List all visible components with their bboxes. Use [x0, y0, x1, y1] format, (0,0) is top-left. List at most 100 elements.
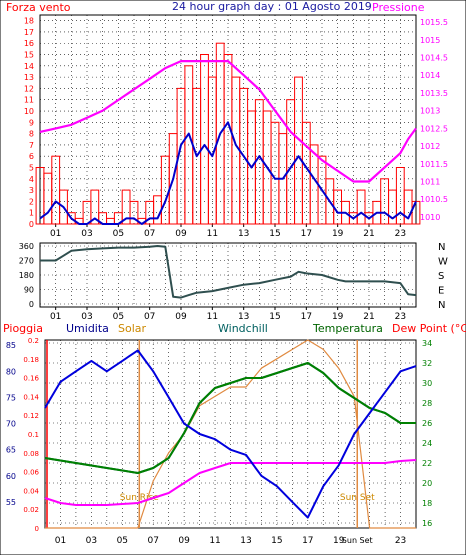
wind-tick-label: 4	[29, 175, 34, 184]
temp-tick-label: 26	[422, 419, 432, 428]
x-tick-label: 15	[269, 312, 280, 322]
temp-tick-label: 28	[422, 399, 432, 408]
wind-axis-label: Forza vento	[6, 1, 71, 14]
rain-tick-label: 0.1	[28, 431, 39, 439]
x-tick-label: 07	[144, 312, 155, 322]
pressure-tick-label: 1013.5	[420, 89, 448, 98]
x-tick-label: 03	[86, 536, 97, 546]
wind-average-line	[39, 121, 417, 225]
chart-title: 24 hour graph day : 01 Agosto 2019	[172, 0, 372, 13]
direction-tick-label: 90	[24, 286, 34, 295]
compass-label: N	[438, 300, 445, 311]
rain-header-label: Pioggia	[3, 322, 43, 335]
x-tick-label: 09	[175, 229, 187, 239]
temp-tick-label: 24	[422, 439, 432, 448]
x-tick-label: 23	[395, 312, 406, 322]
wind-tick-label: 0	[29, 220, 34, 229]
wind-gust-bar	[129, 200, 139, 225]
wind-tick-label: 13	[24, 73, 34, 82]
wind-tick-label: 14	[24, 62, 34, 71]
rain-tick-label: 0.18	[23, 356, 39, 364]
pressure-tick-label: 1012	[420, 142, 440, 151]
humidity-tick-label: 70	[6, 420, 16, 429]
pressure-tick-label: 1013	[420, 107, 440, 116]
x-tick-label: 03	[81, 312, 92, 322]
x-tick-label: 13	[238, 312, 249, 322]
pressure-axis-label: Pressione	[372, 1, 425, 14]
wind-tick-label: 11	[24, 96, 34, 105]
x-tick-label: 05	[117, 536, 128, 546]
direction-tick-label: 180	[19, 271, 34, 280]
rain-tick-label: 0.16	[23, 375, 39, 383]
x-tick-label: 21	[363, 312, 374, 322]
compass-label: S	[438, 271, 444, 282]
rain-tick-label: 0.08	[23, 450, 39, 458]
x-tick-label: 15	[269, 229, 280, 239]
direction-tick-label: 270	[19, 257, 34, 266]
wind-tick-label: 8	[29, 130, 34, 139]
x-tick-label: 09	[178, 536, 190, 546]
x-tick-label: 19	[332, 229, 344, 239]
wind-tick-label: 5	[29, 164, 34, 173]
wind-tick-label: 7	[29, 141, 34, 150]
wind-tick-label: 2	[29, 197, 34, 206]
x-tick-label: 03	[81, 229, 92, 239]
wind-gust-bar	[356, 189, 366, 225]
temperature-header-label: Temperatura	[312, 322, 383, 335]
pressure-tick-label: 1012.5	[420, 124, 448, 133]
temp-tick-label: 22	[422, 459, 432, 468]
solar-header-label: Solar	[118, 322, 147, 335]
x-tick-label: 21	[363, 229, 374, 239]
x-tick-label: 13	[238, 229, 249, 239]
compass-label: N	[438, 242, 445, 253]
series-temperatura-line	[44, 362, 416, 474]
windchill-header-label: Windchill	[218, 322, 268, 335]
wind-tick-label: 1	[29, 209, 34, 218]
wind-tick-label: 18	[24, 17, 34, 26]
wind-tick-label: 3	[29, 186, 34, 195]
x-tick-label: 01	[50, 312, 61, 322]
direction-tick-label: 360	[19, 242, 34, 251]
x-tick-label: 11	[207, 229, 218, 239]
x-tick-label: 15	[271, 536, 282, 546]
x-tick-label: 01	[50, 229, 61, 239]
rain-tick-label: 0.06	[23, 469, 39, 477]
direction-tick-label: 0	[29, 300, 34, 309]
rain-tick-label: 0.02	[23, 506, 39, 514]
series-umidita-line	[44, 349, 417, 519]
wind-tick-label: 17	[24, 28, 34, 37]
humidity-tick-label: 80	[6, 367, 16, 376]
x-tick-label: 17	[302, 536, 313, 546]
pressure-tick-label: 1015.5	[420, 18, 448, 27]
compass-label: W	[438, 257, 448, 268]
x-tick-label: 09	[175, 312, 187, 322]
wind-tick-label: 12	[24, 84, 34, 93]
humidity-tick-label: 65	[6, 446, 16, 455]
pressure-tick-label: 1010	[420, 213, 440, 222]
wind-pressure-panel: 012345678910111213141516171810101010.510…	[24, 14, 448, 239]
x-tick-label: 07	[144, 229, 155, 239]
temp-tick-label: 16	[422, 519, 432, 528]
x-tick-label: 19	[332, 312, 344, 322]
wind-direction-line	[40, 245, 417, 299]
humidity-tick-label: 85	[6, 341, 16, 350]
pressure-tick-label: 1010.5	[420, 195, 448, 204]
pressure-tick-label: 1011.5	[420, 160, 448, 169]
wind-tick-label: 6	[29, 152, 34, 161]
rain-tick-label: 0.14	[23, 393, 39, 401]
x-tick-label: 13	[240, 536, 251, 546]
x-tick-label: 19	[333, 536, 345, 546]
wind-tick-label: 10	[24, 107, 34, 116]
rain-tick-label: 0.12	[23, 412, 39, 420]
wind-gust-bar	[90, 189, 100, 225]
sunrise-label: Sun Rise	[120, 493, 159, 503]
dewpoint-header-label: Dew Point (°C)	[392, 322, 466, 335]
humidity-header-label: Umidita	[66, 322, 109, 335]
wind-tick-label: 9	[29, 118, 34, 127]
x-tick-label: 07	[147, 536, 158, 546]
wind-tick-label: 16	[24, 39, 34, 48]
humidity-tick-label: 75	[6, 393, 16, 402]
